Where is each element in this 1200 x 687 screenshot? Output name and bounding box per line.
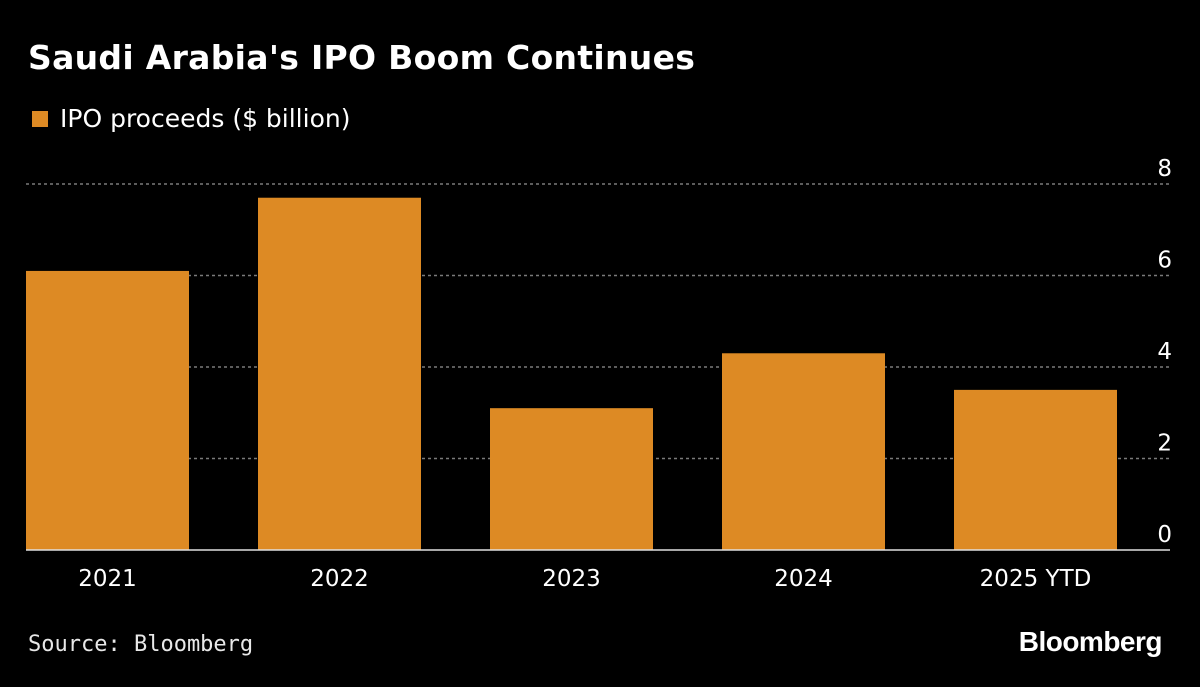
- legend-label: IPO proceeds ($ billion): [60, 104, 351, 133]
- chart-title: Saudi Arabia's IPO Boom Continues: [28, 38, 696, 77]
- y-tick-label: 8: [1157, 156, 1172, 182]
- bar-2022: [258, 197, 421, 550]
- x-tick-label: 2023: [542, 566, 601, 592]
- bar-2024: [722, 353, 885, 550]
- bar-2021: [26, 270, 189, 550]
- x-tick-label: 2021: [78, 566, 137, 592]
- bloomberg-logo: Bloomberg: [1018, 626, 1163, 657]
- bar-2025-ytd: [954, 389, 1117, 550]
- bar-2023: [490, 408, 653, 550]
- y-tick-label: 0: [1157, 522, 1172, 548]
- x-tick-label: 2022: [310, 566, 369, 592]
- legend: IPO proceeds ($ billion): [32, 104, 350, 133]
- y-tick-label: 6: [1157, 248, 1172, 274]
- x-tick-label: 2025 YTD: [980, 566, 1092, 592]
- legend-swatch: [32, 110, 48, 127]
- y-tick-label: 4: [1157, 339, 1172, 365]
- y-tick-label: 2: [1157, 431, 1172, 457]
- x-tick-label: 2024: [774, 566, 833, 592]
- source-note: Source: Bloomberg: [28, 632, 254, 657]
